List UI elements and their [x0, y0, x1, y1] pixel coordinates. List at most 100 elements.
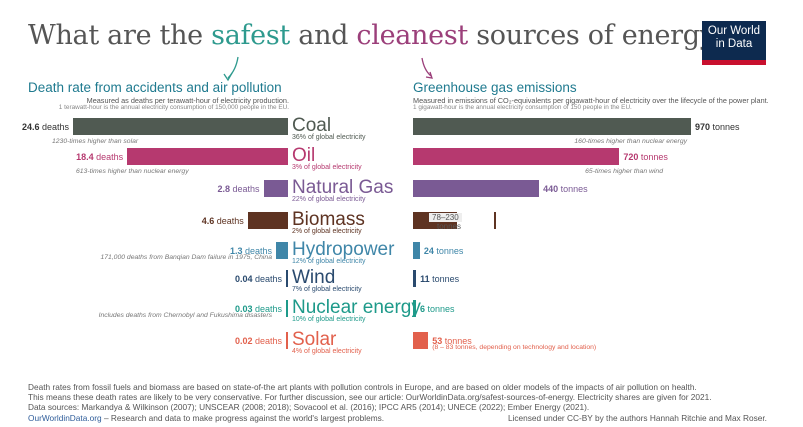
death-bar-oil[interactable]	[127, 148, 288, 165]
death-value-unit: deaths	[252, 274, 282, 284]
death-bar-natural-gas[interactable]	[263, 180, 288, 197]
death-value-unit: deaths	[252, 336, 282, 346]
death-bar-hydropower[interactable]	[276, 242, 288, 259]
emission-value-number: 24	[423, 246, 434, 256]
emission-bar-oil[interactable]	[413, 148, 620, 165]
death-bar-biomass[interactable]	[247, 212, 288, 229]
death-value-coal: 24.6 deaths	[22, 122, 69, 132]
emission-value-number: 6	[420, 304, 426, 314]
logo-line1: Our World	[707, 25, 761, 37]
energy-name-oil: Oil	[292, 145, 316, 166]
emission-bar-solar[interactable]	[413, 332, 429, 349]
death-value-number: 0.02	[234, 336, 253, 346]
death-value-number: 2.8	[217, 184, 230, 194]
title-cleanest: cleanest	[356, 20, 468, 51]
emission-value-natural-gas: 440 tonnes	[543, 184, 588, 194]
chart-title: What are the safest and cleanest sources…	[28, 20, 729, 51]
death-bar-solar[interactable]	[286, 332, 288, 349]
energy-share-biomass: 2% of global electricity	[292, 228, 362, 235]
death-value-number: 0.04	[234, 274, 253, 284]
title-mid: and	[289, 20, 357, 51]
death-value-unit: deaths	[242, 246, 272, 256]
emission-value-number: 440	[543, 184, 559, 194]
death-value-solar: 0.02 deaths	[235, 336, 282, 346]
emission-value-unit: tonnes	[558, 184, 588, 194]
death-bar-coal[interactable]	[73, 118, 288, 135]
emission-value-wind: 11 tonnes	[420, 274, 459, 284]
title-safest: safest	[211, 20, 290, 51]
death-value-nuclear-energy: 0.03 deaths	[235, 304, 282, 314]
safest-arrow	[227, 56, 239, 79]
death-note-nuclear-energy: Includes deaths from Chernobyl and Fukus…	[98, 312, 272, 319]
death-value-number: 1.3	[229, 246, 243, 256]
left-panel-reference: 1 terawatt-hour is the annual electricit…	[58, 104, 289, 111]
energy-share-natural-gas: 22% of global electricity	[292, 196, 366, 203]
emission-value-hydropower: 24 tonnes	[424, 246, 464, 256]
emission-bar-coal[interactable]	[413, 118, 691, 135]
emission-bar-wind[interactable]	[413, 270, 417, 287]
death-value-wind: 0.04 deaths	[235, 274, 282, 284]
footer-note-2: This means these death rates are likely …	[28, 392, 712, 402]
death-value-unit: deaths	[93, 152, 124, 162]
emission-value-solar: 53 tonnes	[432, 336, 472, 346]
emission-value-unit: tonnes	[638, 152, 668, 162]
emission-range-label-biomass: 78–230	[429, 213, 462, 222]
right-panel-subtitle: Measured in emissions of CO₂-equivalents…	[413, 96, 769, 105]
energy-name-nuclear-energy: Nuclear energy	[292, 297, 421, 318]
death-note-oil: 613-times higher than nuclear energy	[76, 168, 189, 175]
energy-share-wind: 7% of global electricity	[292, 286, 362, 293]
emission-note-solar: (8 – 83 tonnes, depending on technology …	[432, 344, 597, 351]
left-panel-subtitle: Measured as deaths per terawatt-hour of …	[86, 96, 289, 105]
emission-bar-nuclear-energy[interactable]	[413, 300, 416, 317]
right-panel-reference: 1 gigawatt-hour is the annual electricit…	[413, 104, 632, 111]
cleanest-arrow	[421, 57, 432, 77]
owid-link[interactable]: OurWorldinData.org	[28, 413, 102, 423]
emission-value-oil: 720 tonnes	[623, 152, 668, 162]
death-value-number: 4.6	[201, 216, 215, 226]
death-note-hydropower: 171,000 deaths from Banqian Dam failure …	[100, 254, 272, 261]
death-value-number: 24.6	[21, 122, 40, 132]
death-value-hydropower: 1.3 deaths	[230, 246, 272, 256]
logo-line2: in Data	[715, 38, 753, 50]
safest-arrow-head	[223, 72, 233, 82]
death-value-oil: 18.4 deaths	[76, 152, 123, 162]
footer-tagline: OurWorldinData.org – Research and data t…	[28, 413, 384, 423]
death-bar-wind[interactable]	[286, 270, 288, 287]
emission-value-number: 11	[420, 274, 430, 284]
death-value-unit: deaths	[214, 216, 244, 226]
emission-value-number: 970	[695, 122, 711, 132]
energy-name-solar: Solar	[292, 329, 337, 350]
right-panel-title: Greenhouse gas emissions	[413, 80, 577, 95]
energy-share-oil: 3% of global electricity	[292, 164, 362, 171]
death-value-unit: deaths	[252, 304, 282, 314]
emission-value-unit: tonnes	[433, 246, 464, 256]
emission-value-unit: tonnes	[442, 336, 472, 346]
energy-name-biomass: Biomass	[292, 209, 365, 230]
emission-value-unit: tonnes	[710, 122, 740, 132]
emission-value-unit: tonnes	[429, 274, 460, 284]
death-value-natural-gas: 2.8 deaths	[217, 184, 259, 194]
energy-share-nuclear-energy: 10% of global electricity	[292, 316, 366, 323]
death-value-number: 18.4	[76, 152, 94, 162]
title-pre: What are the	[28, 20, 212, 51]
emission-note-coal: 160-times higher than nuclear energy	[574, 138, 687, 145]
title-post: sources of energy?	[467, 20, 729, 51]
cleanest-arrow-head	[425, 71, 433, 79]
energy-name-natural-gas: Natural Gas	[292, 177, 394, 198]
footer-tagline-text: – Research and data to make progress aga…	[101, 413, 385, 423]
emission-range-biomass	[457, 212, 496, 229]
energy-name-coal: Coal	[292, 115, 332, 136]
energy-share-hydropower: 12% of global electricity	[292, 258, 366, 265]
emission-value-number: 53	[432, 336, 443, 346]
footer-sources: Data sources: Markandya & Wilkinson (200…	[28, 402, 590, 412]
emission-bar-hydropower[interactable]	[413, 242, 420, 259]
death-value-unit: deaths	[39, 122, 69, 132]
death-value-unit: deaths	[230, 184, 260, 194]
emission-bar-natural-gas[interactable]	[413, 180, 540, 197]
death-bar-nuclear-energy[interactable]	[286, 300, 288, 317]
energy-share-coal: 36% of global electricity	[292, 134, 366, 141]
emission-value-nuclear-energy: 6 tonnes	[420, 304, 455, 314]
owid-logo[interactable]: Our World in Data	[702, 21, 766, 65]
footer-license: Licensed under CC-BY by the authors Hann…	[507, 413, 767, 423]
emission-range-unit-biomass: tonnes	[437, 222, 462, 231]
